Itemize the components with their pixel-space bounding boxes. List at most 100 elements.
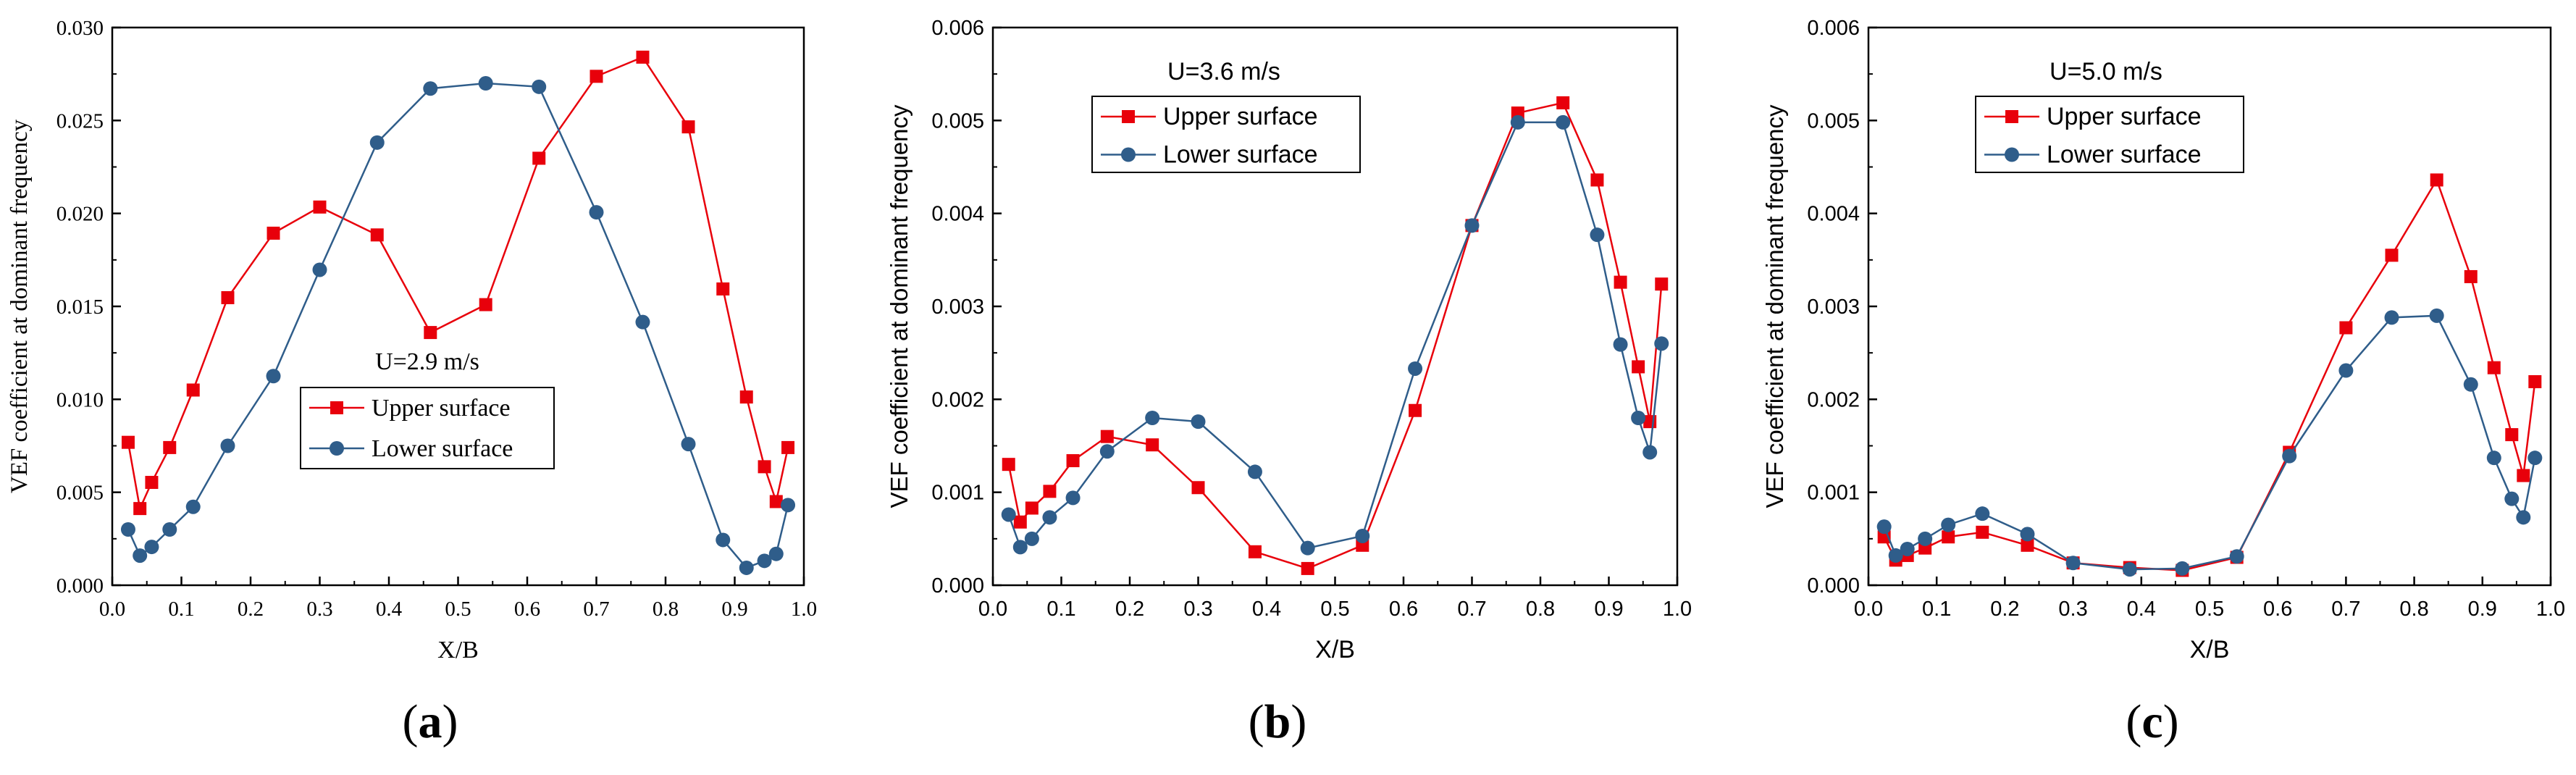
x-tick-label: 0.2: [1115, 598, 1144, 621]
x-tick-label: 1.0: [1663, 598, 1692, 621]
data-point-upper: [2517, 469, 2530, 482]
data-point-upper: [1655, 277, 1669, 291]
panel-label: (a): [403, 695, 458, 748]
x-tick-label: 0.8: [653, 598, 679, 621]
data-point-lower: [1065, 490, 1081, 506]
x-tick-label: 0.9: [1594, 598, 1623, 621]
data-point-lower: [1941, 517, 1956, 532]
data-point-lower: [2175, 561, 2190, 576]
data-point-upper: [2528, 374, 2542, 388]
data-point-upper: [1191, 481, 1205, 495]
data-point-lower: [716, 532, 731, 548]
y-tick-label: 0.001: [1807, 482, 1860, 505]
data-point-lower: [312, 262, 327, 277]
data-point-lower: [1300, 540, 1315, 556]
data-point-lower: [768, 546, 784, 561]
x-tick-label: 0.6: [514, 598, 540, 621]
data-point-lower: [1012, 540, 1028, 555]
data-point-lower: [144, 540, 159, 555]
x-axis-label: X/B: [437, 637, 479, 663]
data-point-upper: [2464, 269, 2478, 283]
legend-label: Upper surface: [2047, 103, 2202, 130]
data-point-lower: [1590, 227, 1605, 243]
data-point-lower: [1042, 510, 1057, 525]
y-tick-label: 0.005: [1807, 109, 1860, 133]
data-point-lower: [120, 522, 135, 537]
data-point-lower: [2384, 310, 2399, 325]
x-tick-label: 0.4: [376, 598, 403, 621]
y-tick-label: 0.030: [56, 17, 104, 40]
data-point-lower: [681, 437, 696, 452]
data-point-lower: [2282, 448, 2297, 464]
panel-label-close: ): [2163, 695, 2179, 748]
data-point-lower: [1191, 414, 1206, 430]
y-tick-label: 0.000: [931, 574, 984, 598]
data-point-lower: [1900, 541, 1915, 556]
data-point-lower: [1247, 464, 1262, 479]
y-tick-label: 0.025: [56, 109, 104, 133]
data-point-upper: [1942, 530, 1955, 544]
x-tick-label: 0.6: [2263, 598, 2292, 621]
plot-frame: [111, 26, 805, 587]
panel-label-letter: c: [2141, 695, 2162, 748]
x-tick-label: 0.3: [1183, 598, 1212, 621]
x-tick-label: 0.4: [1252, 598, 1281, 621]
data-point-upper: [1632, 360, 1645, 374]
panel-label-letter: b: [1264, 695, 1291, 748]
data-point-upper: [590, 70, 603, 83]
chart-panel-a: 0.0 0.1 0.2 0.3 0.4 0.5 0.6 0.7 0.8 0.9 1.0 0.000 0.…: [7, 17, 817, 748]
data-point-lower: [2463, 377, 2478, 392]
x-tick-label: 0.5: [445, 598, 471, 621]
data-point-lower: [1145, 411, 1160, 425]
x-tick-label: 1.0: [791, 598, 817, 621]
data-point-upper: [221, 290, 235, 304]
data-point-lower: [1631, 411, 1646, 425]
data-point-upper: [2339, 321, 2353, 335]
data-point-lower: [1099, 444, 1115, 459]
data-point-lower: [589, 205, 604, 220]
data-point-lower: [220, 438, 235, 453]
x-tick-label: 0.4: [2127, 598, 2156, 621]
y-tick-label: 0.002: [1807, 388, 1860, 411]
x-tick-label: 0.6: [1389, 598, 1418, 621]
data-point-upper: [186, 383, 200, 397]
data-point-lower: [1001, 507, 1016, 522]
data-point-upper: [1409, 403, 1422, 417]
x-tick-label: 0.7: [2331, 598, 2360, 621]
data-point-lower: [369, 135, 385, 150]
data-point-lower: [739, 560, 754, 575]
legend-label: Lower surface: [372, 435, 513, 462]
data-point-lower: [1918, 531, 1933, 546]
legend-marker-upper: [2005, 110, 2018, 123]
data-point-lower: [1408, 361, 1423, 376]
x-tick-label: 0.0: [99, 598, 125, 621]
data-point-upper: [1100, 430, 1114, 443]
data-point-lower: [2020, 527, 2035, 542]
data-point-lower: [1888, 548, 1903, 563]
y-tick-label: 0.000: [56, 574, 104, 598]
data-point-upper: [2487, 361, 2501, 374]
x-tick-label: 0.9: [721, 598, 747, 621]
x-tick-label: 0.3: [306, 598, 332, 621]
data-point-lower: [2429, 308, 2444, 323]
data-point-lower: [133, 548, 148, 564]
x-tick-label: 0.9: [2468, 598, 2497, 621]
y-tick-label: 0.006: [1807, 17, 1860, 40]
data-point-upper: [1146, 438, 1159, 452]
data-point-upper: [716, 282, 730, 296]
data-point-upper: [1002, 458, 1015, 472]
data-point-upper: [769, 495, 783, 508]
data-point-lower: [478, 76, 493, 91]
data-point-upper: [267, 226, 280, 240]
panel-label-open: (: [403, 695, 419, 748]
y-tick-label: 0.002: [931, 388, 984, 411]
panel-label-close: ): [1291, 695, 1306, 748]
data-point-lower: [423, 81, 438, 96]
x-tick-label: 0.8: [2399, 598, 2428, 621]
data-point-upper: [424, 326, 437, 340]
legend-label: Upper surface: [372, 395, 511, 422]
data-point-lower: [532, 79, 547, 94]
panel-label: (c): [2126, 695, 2178, 748]
y-axis-label: VEF coefficient at dominant frequency: [1761, 104, 1788, 508]
panel-label-open: (: [1249, 695, 1264, 748]
